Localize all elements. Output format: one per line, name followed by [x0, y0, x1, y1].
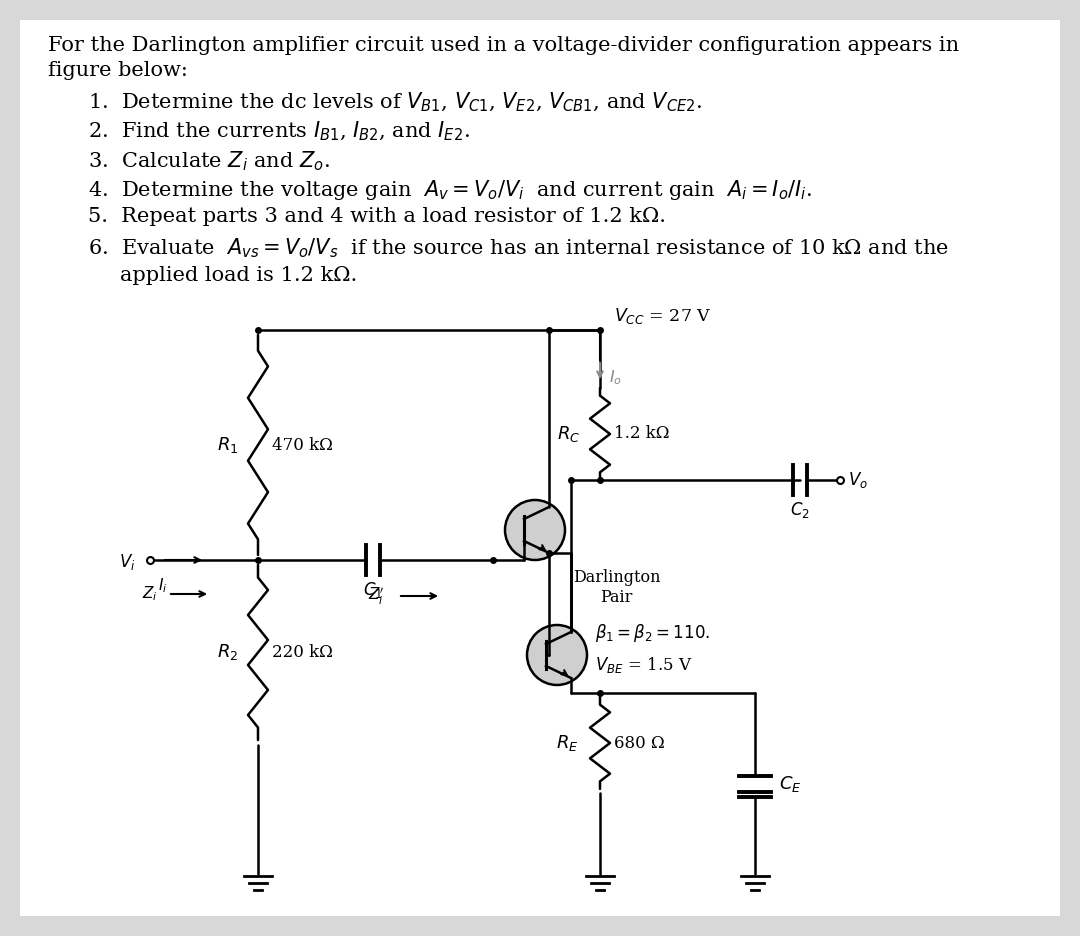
Text: 4.  Determine the voltage gain  $A_v = V_o/V_i$  and current gain  $A_i = I_o/I_: 4. Determine the voltage gain $A_v = V_o… — [87, 178, 812, 202]
Text: $C_2$: $C_2$ — [791, 500, 810, 520]
Text: 1.2 kΩ: 1.2 kΩ — [615, 426, 670, 443]
Text: $Z_i$: $Z_i$ — [143, 585, 158, 604]
Text: $Z_i'$: $Z_i'$ — [368, 585, 384, 607]
Circle shape — [505, 500, 565, 560]
Text: 470 kΩ: 470 kΩ — [272, 436, 333, 454]
Text: 680 Ω: 680 Ω — [615, 735, 665, 752]
Text: $V_{BE}$ = 1.5 V: $V_{BE}$ = 1.5 V — [595, 655, 692, 675]
Text: applied load is 1.2 kΩ.: applied load is 1.2 kΩ. — [120, 266, 357, 285]
Text: $V_o$: $V_o$ — [848, 470, 868, 490]
Text: $R_E$: $R_E$ — [555, 733, 578, 753]
Text: $R_C$: $R_C$ — [556, 424, 580, 444]
Text: $C_1$: $C_1$ — [363, 580, 383, 600]
Circle shape — [527, 625, 588, 685]
Text: 5.  Repeat parts 3 and 4 with a load resistor of 1.2 kΩ.: 5. Repeat parts 3 and 4 with a load resi… — [87, 207, 666, 226]
Text: $V_i$: $V_i$ — [120, 552, 136, 572]
Text: $I_i$: $I_i$ — [158, 576, 167, 594]
Text: $V_{CC}$ = 27 V: $V_{CC}$ = 27 V — [615, 306, 712, 326]
Text: 220 kΩ: 220 kΩ — [272, 644, 333, 661]
Text: figure below:: figure below: — [48, 61, 188, 80]
Text: 6.  Evaluate  $A_{vs} = V_o/V_s$  if the source has an internal resistance of 10: 6. Evaluate $A_{vs} = V_o/V_s$ if the so… — [87, 236, 948, 259]
Text: $C_E$: $C_E$ — [779, 773, 801, 794]
Text: $I_o$: $I_o$ — [609, 369, 622, 388]
Text: 3.  Calculate $Z_i$ and $Z_o$.: 3. Calculate $Z_i$ and $Z_o$. — [87, 149, 330, 172]
Text: $R_2$: $R_2$ — [217, 642, 238, 663]
Text: For the Darlington amplifier circuit used in a voltage-divider configuration app: For the Darlington amplifier circuit use… — [48, 36, 959, 55]
Text: $\beta_1 = \beta_2 = 110.$: $\beta_1 = \beta_2 = 110.$ — [595, 622, 710, 644]
Text: 2.  Find the currents $I_{B1}$, $I_{B2}$, and $I_{E2}$.: 2. Find the currents $I_{B1}$, $I_{B2}$,… — [87, 120, 470, 143]
Text: Darlington
Pair: Darlington Pair — [573, 569, 661, 606]
Text: $R_1$: $R_1$ — [217, 435, 238, 455]
Text: 1.  Determine the dc levels of $V_{B1}$, $V_{C1}$, $V_{E2}$, $V_{CB1}$, and $V_{: 1. Determine the dc levels of $V_{B1}$, … — [87, 91, 702, 114]
